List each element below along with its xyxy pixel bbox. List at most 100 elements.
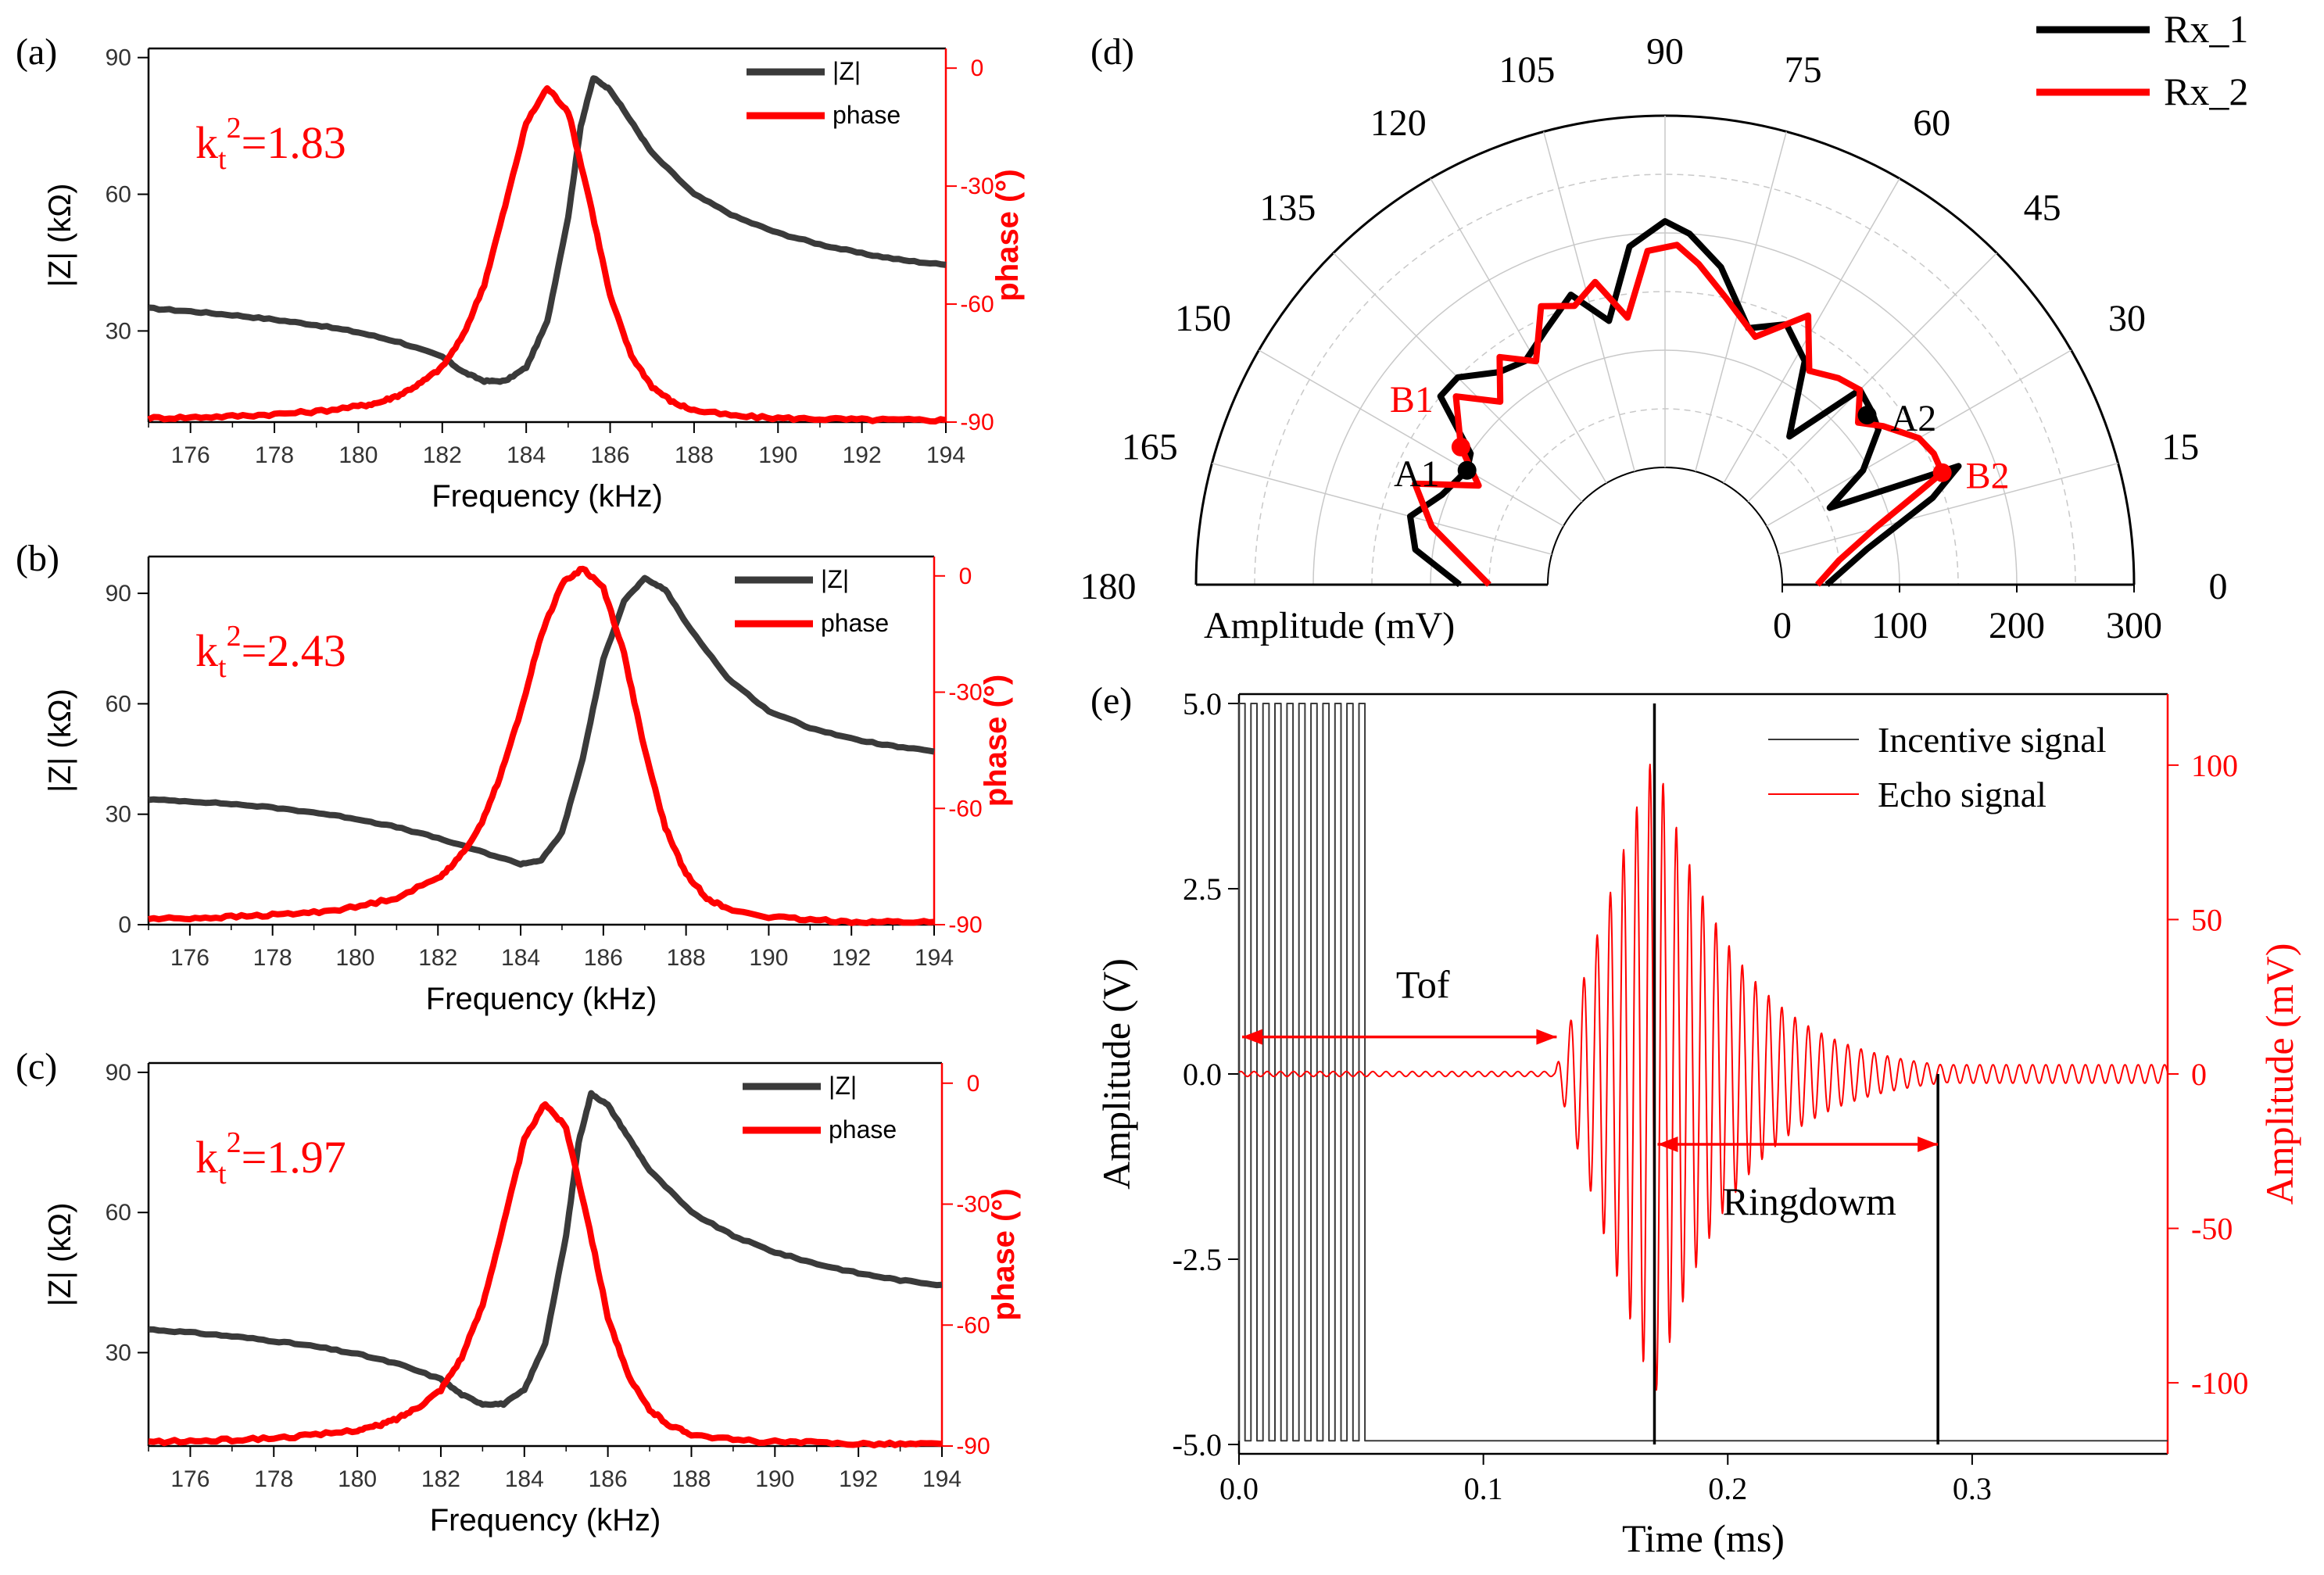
angle-tick-label: 45 bbox=[2024, 187, 2061, 228]
kt2-k: k bbox=[195, 625, 218, 676]
kt2-sup: 2 bbox=[227, 620, 242, 653]
y-axis-label: |Z| (kΩ) bbox=[43, 689, 77, 793]
panel-e: 0.0 0.1 0.2 0.3 5.0 2.5 0.0 -2.5 -5.0 100 50 0 -50 -1… bbox=[1090, 680, 2301, 1560]
x-tick-label: 178 bbox=[255, 442, 294, 468]
annotation-label: B2 bbox=[1966, 456, 2010, 497]
legend-label: |Z| bbox=[821, 565, 849, 593]
x-tick-label: 186 bbox=[589, 1466, 628, 1492]
annotation-point bbox=[1857, 406, 1877, 425]
polar-series-rx-2 bbox=[1412, 242, 1946, 587]
angle-tick-label: 90 bbox=[1646, 31, 1684, 73]
y2-tick-label: -90 bbox=[956, 1434, 990, 1459]
kt2-sup: 2 bbox=[227, 1126, 242, 1159]
y-axis-label: |Z| (kΩ) bbox=[43, 1203, 77, 1307]
x-tick-label: 180 bbox=[338, 442, 378, 468]
y2-tick-label: -60 bbox=[948, 796, 982, 822]
r-axis-label: Amplitude (mV) bbox=[1204, 605, 1455, 646]
y2-axis-label: phase (°) bbox=[990, 169, 1025, 301]
angle-tick-label: 135 bbox=[1259, 187, 1316, 228]
x-tick-label: 0.1 bbox=[1464, 1471, 1503, 1506]
y2-tick-label: -60 bbox=[956, 1312, 990, 1338]
kt2-label: kt2=1.83 bbox=[195, 112, 346, 176]
x-axis-label: Frequency (kHz) bbox=[431, 479, 663, 514]
x-tick-label: 184 bbox=[507, 442, 546, 468]
y2-tick-label: 100 bbox=[2191, 748, 2238, 783]
legend-label: Incentive signal bbox=[1878, 720, 2107, 760]
polar-inner-arc bbox=[1547, 467, 1783, 585]
x-axis-label: Time (ms) bbox=[1622, 1516, 1785, 1560]
x-tick-label: 190 bbox=[758, 442, 797, 468]
x-tick-label: 180 bbox=[338, 1466, 377, 1492]
series-line-phase bbox=[147, 85, 947, 425]
angle-tick-label: 120 bbox=[1370, 102, 1427, 144]
panel-label: (b) bbox=[16, 538, 59, 579]
annotation-label: B1 bbox=[1390, 379, 1434, 421]
x-tick-label: 192 bbox=[839, 1466, 878, 1492]
polar-spoke bbox=[1723, 178, 1900, 484]
annotation-arrowhead-right bbox=[1536, 1029, 1557, 1045]
legend-label: |Z| bbox=[833, 57, 861, 85]
panel-c: 176 178 180 182 184 186 188 190 192 194 30 60 90 0 -30… bbox=[16, 1046, 1021, 1537]
y2-tick-label: 0 bbox=[967, 1071, 980, 1097]
kt2-sub: t bbox=[218, 651, 227, 684]
y-tick-label: 30 bbox=[106, 1340, 131, 1366]
y-axis-label: Amplitude (V) bbox=[1094, 958, 1138, 1190]
kt2-value: =2.43 bbox=[242, 625, 346, 676]
panel-b: 176 178 180 182 184 186 188 190 192 194 0 30 60 90 0 -3… bbox=[16, 538, 1013, 1016]
angle-tick-label: 15 bbox=[2161, 426, 2199, 467]
polar-spoke bbox=[1430, 178, 1607, 484]
x-tick-label: 0.2 bbox=[1708, 1471, 1747, 1506]
x-tick-label: 186 bbox=[590, 442, 629, 468]
x-tick-label: 188 bbox=[667, 945, 706, 971]
annotation-point bbox=[1457, 460, 1477, 480]
annotation-arrowhead-left bbox=[1657, 1137, 1678, 1153]
x-tick-label: 182 bbox=[418, 945, 457, 971]
legend-label: Rx_2 bbox=[2164, 70, 2248, 113]
legend-label: Rx_1 bbox=[2164, 7, 2248, 51]
annotation-arrowhead-left bbox=[1242, 1029, 1262, 1045]
legend-label: phase bbox=[821, 609, 889, 637]
angle-tick-label: 60 bbox=[1913, 102, 1950, 144]
kt2-sup: 2 bbox=[227, 112, 242, 145]
x-tick-label: 194 bbox=[926, 442, 965, 468]
panel-a: 176 178 180 182 184 186 188 190 192 194 30 60 90 0 -30… bbox=[16, 31, 1025, 514]
x-tick-label: 178 bbox=[253, 945, 292, 971]
polar-spoke bbox=[1747, 252, 1997, 503]
series-line-impedance bbox=[148, 1090, 943, 1409]
angle-tick-label: 75 bbox=[1785, 49, 1822, 91]
y-tick-label: 60 bbox=[106, 691, 131, 717]
y-tick-label: 0.0 bbox=[1183, 1057, 1222, 1092]
legend-label: |Z| bbox=[829, 1072, 857, 1100]
y2-axis-label: phase (°) bbox=[987, 1188, 1021, 1320]
angle-tick-label: 150 bbox=[1175, 298, 1231, 339]
x-tick-label: 190 bbox=[749, 945, 788, 971]
y-tick-label: 90 bbox=[106, 45, 131, 71]
kt2-value: =1.83 bbox=[242, 117, 346, 168]
y2-tick-label: 50 bbox=[2191, 902, 2222, 937]
y-tick-label: 0 bbox=[118, 912, 131, 938]
y-tick-label: 2.5 bbox=[1183, 872, 1222, 907]
annotation-label: A1 bbox=[1394, 453, 1440, 495]
kt2-k: k bbox=[195, 1132, 218, 1183]
y-tick-label: 90 bbox=[106, 1060, 131, 1086]
y-tick-label: -5.0 bbox=[1173, 1427, 1222, 1462]
x-tick-label: 176 bbox=[170, 1466, 209, 1492]
polar-grid-ring bbox=[1254, 174, 2076, 585]
x-axis-label: Frequency (kHz) bbox=[430, 1503, 661, 1537]
polar-spoke bbox=[1542, 131, 1635, 472]
y-tick-label: 90 bbox=[106, 581, 131, 607]
angle-tick-label: 165 bbox=[1122, 426, 1178, 467]
x-tick-label: 182 bbox=[421, 1466, 460, 1492]
y2-tick-label: -100 bbox=[2191, 1366, 2248, 1401]
y-tick-label: 60 bbox=[106, 182, 131, 208]
angle-tick-label: 105 bbox=[1499, 49, 1555, 91]
series-line-impedance bbox=[148, 75, 947, 385]
r-tick-label: 0 bbox=[1773, 605, 1792, 646]
polar-grid-ring bbox=[1547, 467, 1783, 585]
y-tick-label: 60 bbox=[106, 1200, 131, 1226]
polar-spoke bbox=[1259, 349, 1564, 527]
annotation-label: Tof bbox=[1396, 963, 1450, 1007]
panel-d: 0 15 30 45 60 75 90 105 120 135 150 165 180 0 100 200 30… bbox=[1080, 7, 2249, 646]
polar-spoke bbox=[1778, 462, 2118, 555]
